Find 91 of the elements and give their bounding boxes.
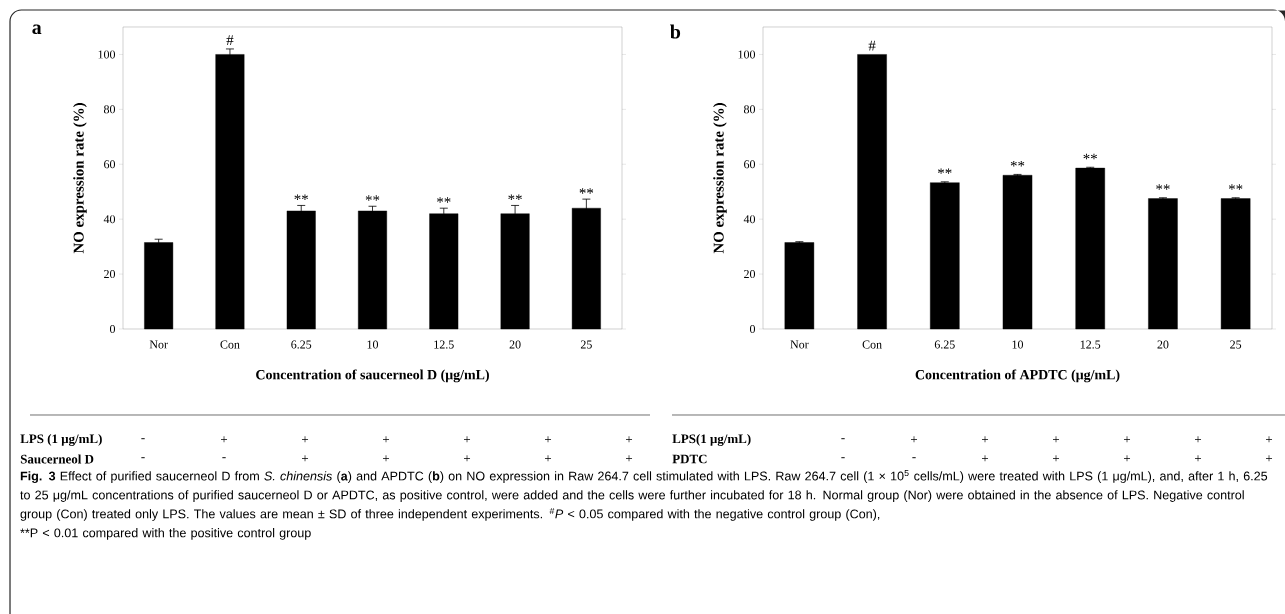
text: - (912, 457, 916, 459)
text: + (1194, 436, 1202, 443)
text: + (1052, 436, 1060, 443)
text: LPS(1 μg/mL) (672, 434, 751, 446)
text: + (383, 436, 390, 443)
text: + (464, 436, 471, 443)
text: + (625, 436, 633, 443)
x-tick-label: 10 (1012, 340, 1024, 349)
bar (144, 242, 174, 330)
annotation: # (868, 40, 876, 51)
bar (1002, 175, 1033, 330)
y-axis-title: NO expression rate (%) (713, 103, 727, 254)
text: **P < 0.01 compared with the positive control group (20, 528, 311, 540)
text: + (625, 455, 633, 462)
text: + (981, 436, 989, 443)
text: Saucerneol D (20, 454, 94, 464)
bar (215, 54, 245, 330)
y-tick-label: 40 (743, 215, 756, 224)
x-tick-label: Nor (149, 340, 168, 349)
text: + (383, 455, 390, 462)
x-tick-label: 20 (1157, 340, 1169, 349)
annotation: ** (508, 194, 522, 200)
annotation: ** (938, 168, 952, 174)
chart-title: b (670, 24, 681, 39)
text: Fig. 3 Effect of purified saucerneol D from S. chinensis (a) and APDTC (b) on NO expression in Raw 264.7 cell stimulated with LPS. Raw 264.7 cell (1 × 10$^{5}$ cells/mL) were treated with LPS (1 μg/mL), and, after 1 h, 6.25 to 25 μg/mL concentrations of purified saucerneol D or APDTC, as positive control, were added and the cells were further incubated for 18 h. Normal group (Nor) were obtained in the absence of LPS. Negative control group (Con) treated only LPS. The values are mean ± SD of three independent experiments. $^{#}$P < 0.05 compared with the negative control group (Con), (20, 469, 1268, 521)
text: + (981, 455, 989, 462)
x-tick-label: 12.5 (1080, 340, 1101, 349)
x-axis-title: Concentration of APDTC (μg/mL) (915, 369, 1120, 383)
text: + (1194, 455, 1202, 462)
text: + (464, 455, 471, 462)
text: LPS (1 μg/mL) (20, 434, 102, 446)
y-tick-label: 0 (749, 324, 756, 334)
text: - (141, 438, 145, 440)
y-tick-label: 80 (743, 105, 756, 114)
text: + (1123, 455, 1131, 462)
text: + (221, 436, 228, 443)
text: - (841, 457, 845, 459)
annotation: ** (437, 197, 451, 203)
annotation: ** (365, 195, 380, 201)
text: - (141, 457, 145, 459)
chart-title: a (32, 24, 42, 35)
y-tick-label: 40 (103, 215, 116, 224)
y-tick-label: 100 (738, 50, 756, 59)
x-tick-label: Con (220, 340, 240, 349)
y-tick-label: 100 (98, 50, 116, 59)
bar (571, 207, 601, 330)
x-tick-label: 6.25 (291, 340, 312, 349)
annotation: ** (579, 188, 594, 194)
x-tick-label: Con (862, 340, 882, 349)
annotation: ** (1083, 153, 1097, 160)
text: + (1265, 436, 1273, 443)
text: + (1265, 455, 1273, 462)
y-tick-label: 60 (744, 160, 756, 169)
text: PDTC (672, 454, 707, 464)
y-tick-label: 20 (104, 270, 116, 279)
bar (1220, 198, 1251, 330)
text: - (841, 438, 845, 440)
bar (1148, 198, 1178, 330)
x-tick-label: 25 (1230, 340, 1242, 349)
text: + (910, 436, 918, 443)
y-tick-label: 0 (109, 324, 116, 334)
bar (429, 213, 459, 330)
y-tick-label: 20 (744, 270, 756, 279)
bar (286, 210, 316, 330)
annotation: ** (1228, 184, 1243, 190)
y-axis-title: NO expression rate (%) (73, 103, 87, 254)
x-tick-label: 25 (580, 340, 592, 349)
bar (857, 54, 887, 330)
text: + (1052, 455, 1060, 462)
bar (358, 210, 387, 330)
text: - (222, 457, 226, 459)
annotation: ** (294, 194, 308, 200)
x-tick-label: 12.5 (434, 340, 454, 349)
y-tick-label: 60 (104, 160, 116, 169)
text: + (545, 436, 552, 443)
annotation: ** (1156, 184, 1170, 190)
text: + (1123, 436, 1131, 443)
bar (1075, 167, 1105, 330)
x-tick-label: 10 (367, 340, 379, 349)
y-tick-label: 80 (103, 105, 116, 114)
text: + (302, 455, 309, 462)
text: + (545, 455, 552, 462)
x-tick-label: 20 (509, 340, 521, 349)
x-tick-label: 6.25 (934, 340, 955, 349)
x-tick-label: Nor (790, 340, 809, 349)
x-axis-title: Concentration of saucerneol D (μg/mL) (256, 369, 489, 383)
text: + (302, 436, 309, 443)
bar (784, 242, 815, 330)
annotation: # (226, 35, 234, 45)
annotation: ** (1010, 160, 1025, 167)
bar (930, 182, 960, 330)
